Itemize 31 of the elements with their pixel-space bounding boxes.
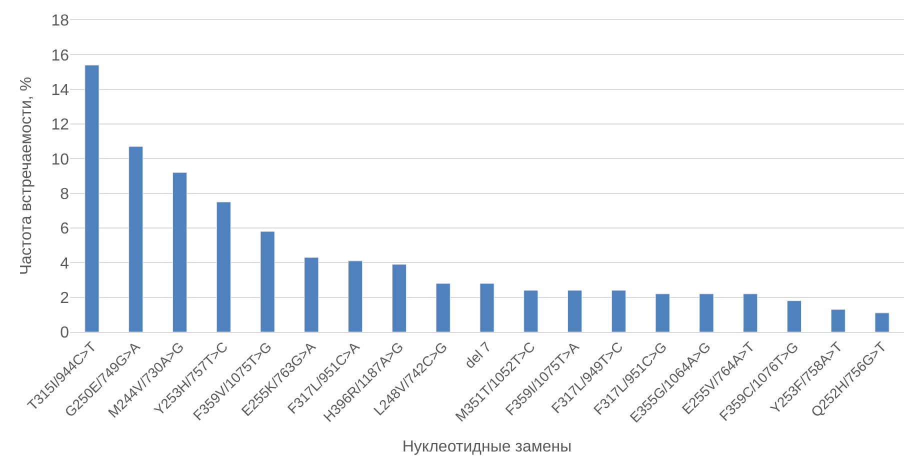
bar: [743, 294, 758, 332]
y-axis-title: Частота встречаемости, %: [18, 76, 36, 276]
bar: [392, 264, 406, 332]
y-tick-label: 18: [51, 12, 70, 30]
y-tick-label: 8: [60, 186, 70, 203]
bar: [216, 202, 231, 332]
bar: [655, 294, 670, 332]
y-tick-label: 12: [51, 116, 70, 134]
bar: [480, 283, 494, 332]
bar: [348, 260, 363, 332]
bar: [172, 172, 188, 332]
bar: [786, 300, 802, 332]
bar: [568, 290, 582, 332]
x-axis-title: Нуклеотидные замены: [402, 438, 572, 456]
bar: [874, 312, 890, 332]
y-tick-label: 14: [51, 82, 70, 99]
y-tick-label: 10: [51, 151, 70, 168]
bar: [436, 283, 450, 332]
y-tick-label: 0: [60, 324, 70, 342]
y-tick-label: 2: [60, 290, 70, 307]
y-tick-label: 4: [60, 255, 70, 272]
bar: [128, 146, 144, 332]
y-tick-label: 6: [60, 220, 70, 238]
bar: [524, 290, 538, 332]
bar: [611, 290, 626, 332]
bar: [84, 64, 100, 332]
y-tick-label: 16: [51, 47, 70, 64]
bar: [830, 309, 846, 332]
bar: [260, 231, 275, 332]
bar: [304, 257, 319, 332]
bar: [699, 294, 714, 332]
